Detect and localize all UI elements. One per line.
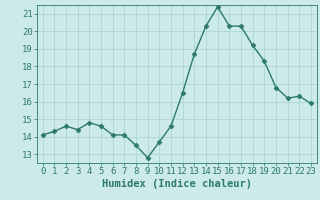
X-axis label: Humidex (Indice chaleur): Humidex (Indice chaleur) — [102, 179, 252, 189]
